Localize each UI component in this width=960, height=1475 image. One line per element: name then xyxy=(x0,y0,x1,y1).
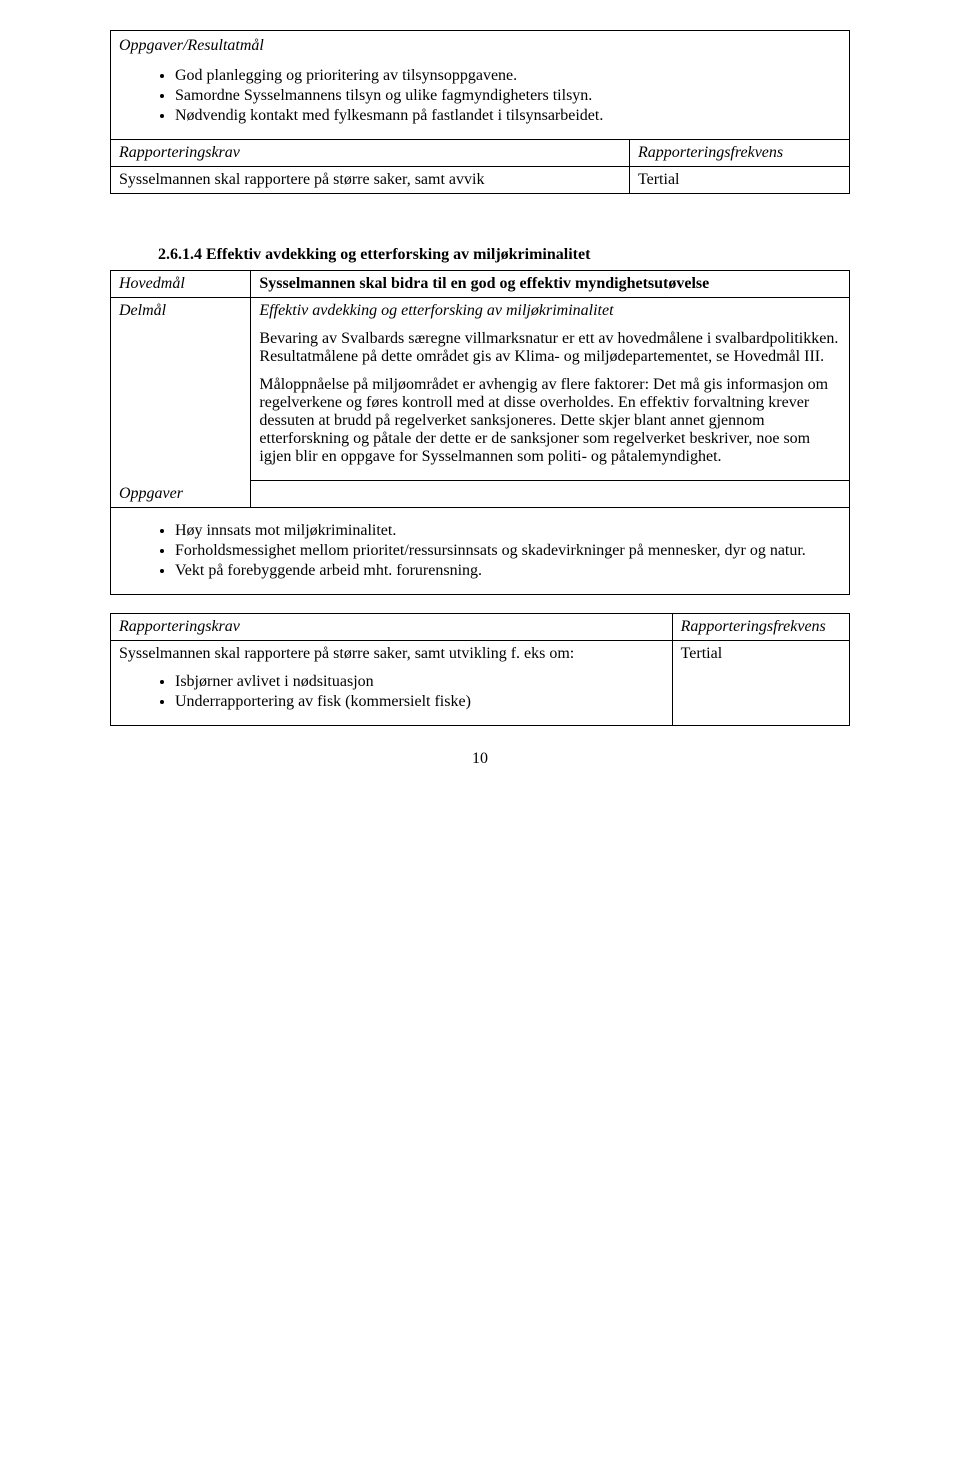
list-item: Underrapportering av fisk (kommersielt f… xyxy=(175,693,664,711)
hovedmal-label: Hovedmål xyxy=(119,275,185,292)
freq-value: Tertial xyxy=(681,645,723,662)
block1-bullet-list: God planlegging og prioritering av tilsy… xyxy=(119,67,841,125)
oppgaver-block-1: Oppgaver/Resultatmål God planlegging og … xyxy=(110,30,850,194)
page-number: 10 xyxy=(110,750,850,768)
block1-title: Oppgaver/Resultatmål xyxy=(119,35,841,57)
list-item: Forholdsmessighet mellom prioritet/ressu… xyxy=(175,542,841,560)
list-item: Nødvendig kontakt med fylkesmann på fast… xyxy=(175,107,841,125)
rapportering-block-2: Rapporteringskrav Rapporteringsfrekvens … xyxy=(110,613,850,726)
rap-text: Sysselmannen skal rapportere på større s… xyxy=(119,645,664,663)
block2-bullet-list: Høy innsats mot miljøkriminalitet. Forho… xyxy=(119,522,841,580)
delmal-label: Delmål xyxy=(119,302,166,319)
list-item: Vekt på forebyggende arbeid mht. foruren… xyxy=(175,562,841,580)
list-item: God planlegging og prioritering av tilsy… xyxy=(175,67,841,85)
rap-label: Rapporteringskrav xyxy=(119,144,240,161)
hovedmal-text: Sysselmannen skal bidra til en god og ef… xyxy=(259,275,709,292)
list-item: Høy innsats mot miljøkriminalitet. xyxy=(175,522,841,540)
rap-label: Rapporteringskrav xyxy=(119,618,240,635)
freq-label: Rapporteringsfrekvens xyxy=(681,618,826,635)
freq-value: Tertial xyxy=(638,171,680,188)
rap-bullet-list: Isbjørner avlivet i nødsituasjon Underra… xyxy=(119,673,664,711)
rap-text: Sysselmannen skal rapportere på større s… xyxy=(119,171,484,188)
list-item: Isbjørner avlivet i nødsituasjon xyxy=(175,673,664,691)
hovedmal-delmal-block: Hovedmål Sysselmannen skal bidra til en … xyxy=(110,270,850,595)
section-heading: 2.6.1.4 Effektiv avdekking og etterforsk… xyxy=(158,246,850,264)
list-item: Samordne Sysselmannens tilsyn og ulike f… xyxy=(175,87,841,105)
para-2: Måloppnåelse på miljøområdet er avhengig… xyxy=(259,376,841,466)
delmal-text: Effektiv avdekking og etterforsking av m… xyxy=(259,302,841,320)
para-1: Bevaring av Svalbards særegne villmarksn… xyxy=(259,330,841,366)
oppgaver-label: Oppgaver xyxy=(119,485,183,502)
freq-label: Rapporteringsfrekvens xyxy=(638,144,783,161)
